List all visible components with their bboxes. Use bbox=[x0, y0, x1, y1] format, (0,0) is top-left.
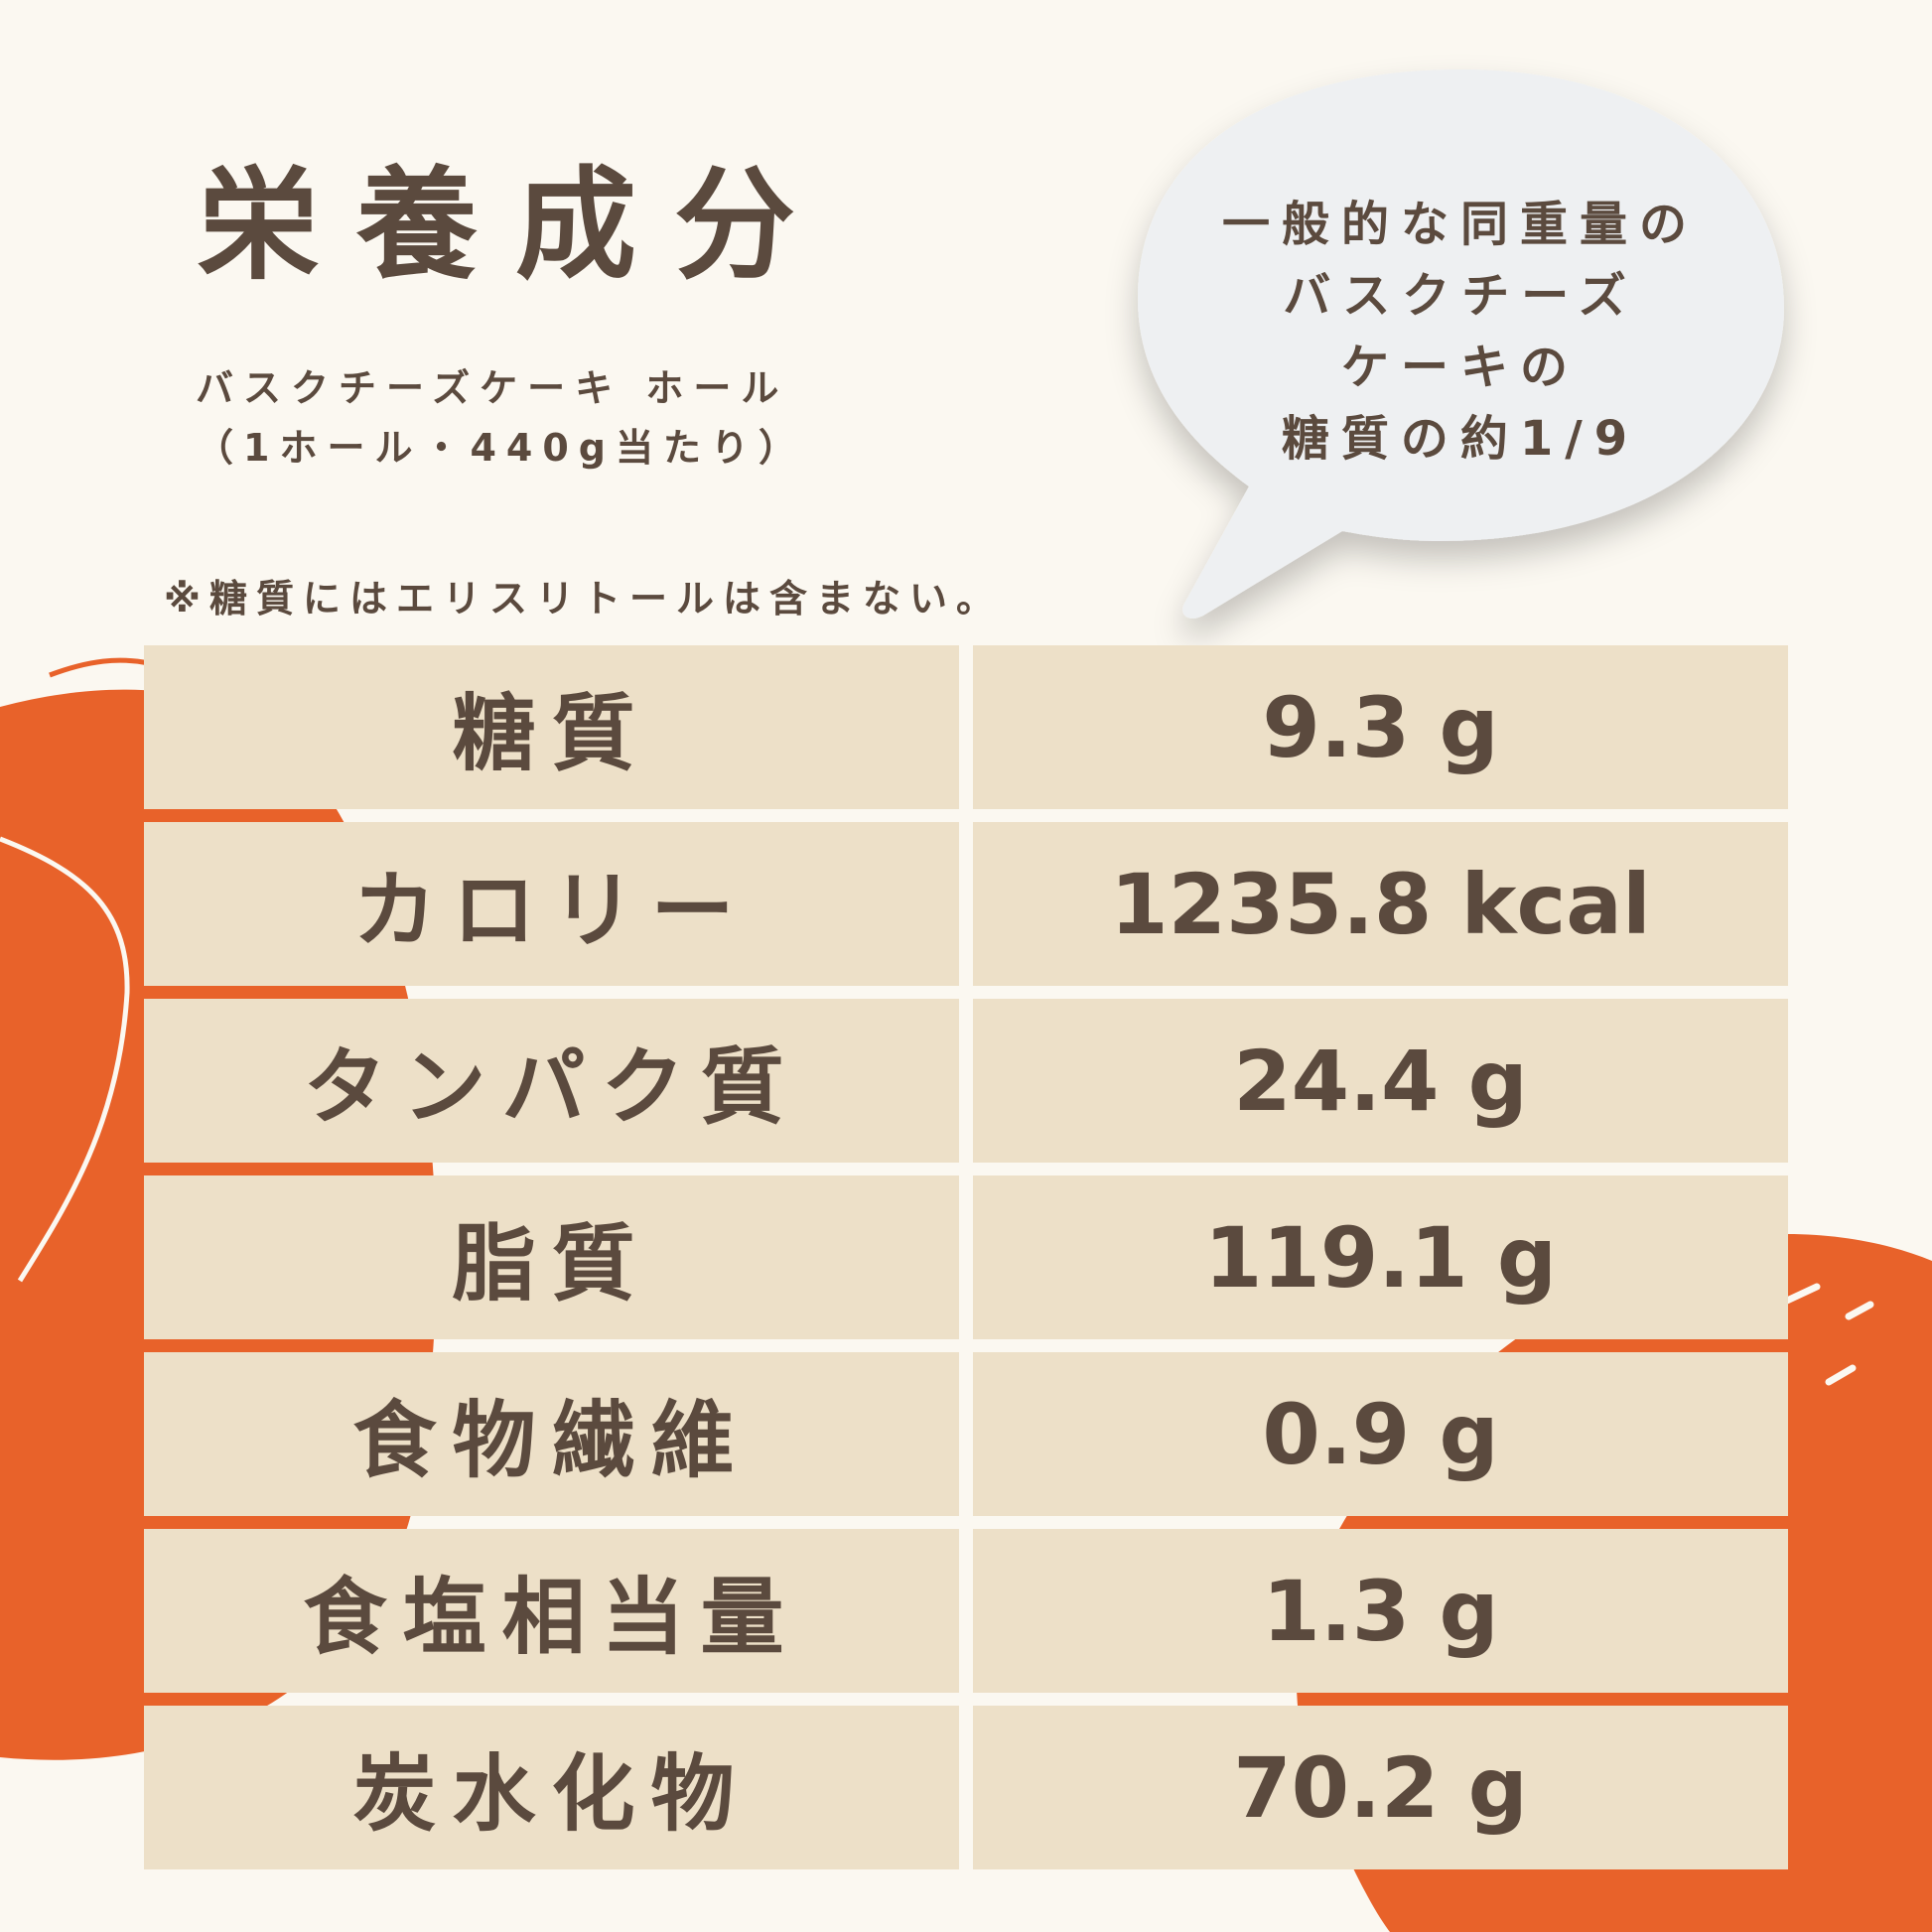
page-title: 栄養成分 bbox=[198, 155, 833, 296]
nutrient-value: 1.3 g bbox=[973, 1529, 1788, 1693]
nutrient-value: 119.1 g bbox=[973, 1175, 1788, 1339]
bubble-line: 一般的な同重量の bbox=[1221, 197, 1699, 252]
speech-bubble bbox=[1138, 69, 1784, 619]
subtitle-product: バスクチーズケーキ ホール bbox=[196, 366, 789, 410]
nutrient-label: 食物繊維 bbox=[144, 1352, 959, 1516]
nutrient-value: 70.2 g bbox=[973, 1706, 1788, 1869]
nutrient-label: 炭水化物 bbox=[144, 1706, 959, 1869]
subtitle-serving: （1ホール・440g当たり） bbox=[196, 426, 806, 470]
nutrient-value: 1235.8 kcal bbox=[973, 822, 1788, 986]
nutrient-value: 9.3 g bbox=[973, 645, 1788, 809]
orange-arc-left bbox=[49, 657, 150, 678]
nutrient-label: 食塩相当量 bbox=[144, 1529, 959, 1693]
nutrient-label: カロリー bbox=[144, 822, 959, 986]
bubble-line: ケーキの bbox=[1340, 340, 1580, 395]
footnote: ※糖質にはエリスリトールは含まない。 bbox=[164, 577, 1003, 621]
nutrient-label: タンパク質 bbox=[144, 999, 959, 1163]
nutrient-label: 脂質 bbox=[144, 1175, 959, 1339]
nutrient-label: 糖質 bbox=[144, 645, 959, 809]
nutrient-value: 0.9 g bbox=[973, 1352, 1788, 1516]
speech-bubble-text: 一般的な同重量の バスクチーズ ケーキの 糖質の約1/9 bbox=[1138, 189, 1783, 475]
bubble-line: 糖質の約1/9 bbox=[1281, 411, 1640, 467]
orange-line-left bbox=[0, 836, 130, 1283]
bubble-line: バスクチーズ bbox=[1283, 268, 1638, 324]
nutrient-value: 24.4 g bbox=[973, 999, 1788, 1163]
